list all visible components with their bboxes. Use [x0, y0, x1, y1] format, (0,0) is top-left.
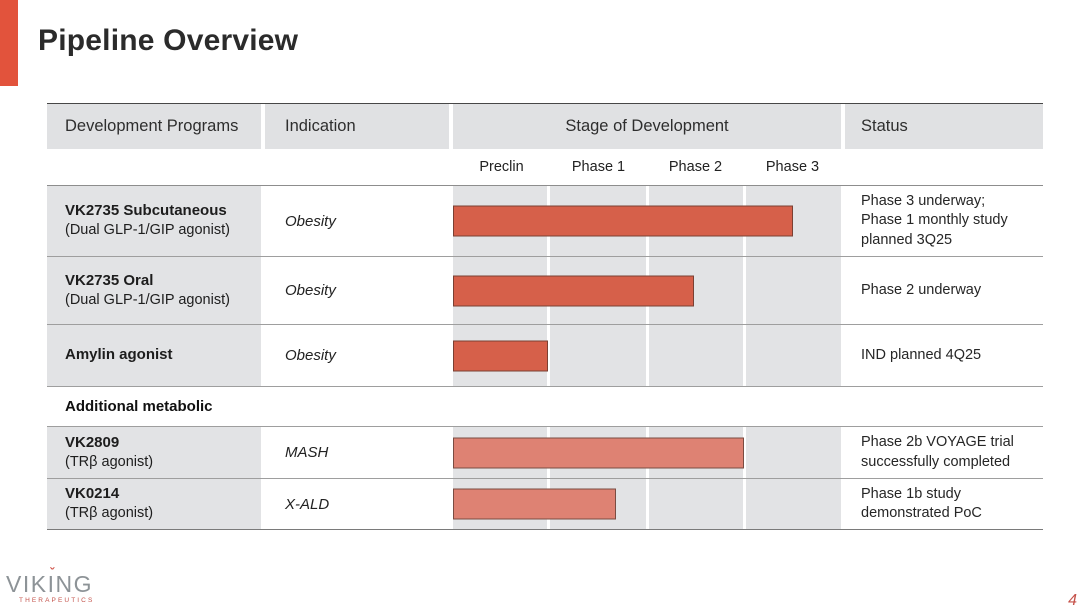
indication-cell: MASH [265, 427, 449, 478]
indication-value: Obesity [285, 282, 336, 299]
stage-progress-bar [453, 205, 793, 237]
table-row: Amylin agonist Obesity IND planned 4Q25 [47, 325, 1043, 386]
program-detail: (Dual GLP-1/GIP agonist) [65, 222, 230, 239]
stage-divider [547, 325, 551, 386]
program-detail: (TRβ agonist) [65, 453, 154, 470]
stage-divider [646, 479, 649, 529]
stage-divider [743, 427, 746, 478]
row-divider [47, 185, 1043, 186]
row-divider [47, 256, 1043, 257]
stage-cell [453, 186, 841, 256]
indication-value: Obesity [285, 347, 336, 364]
indication-value: MASH [285, 444, 329, 461]
program-cell: VK2735 Subcutaneous (Dual GLP-1/GIP agon… [47, 186, 261, 256]
stage-divider [743, 479, 746, 529]
stage-divider [646, 325, 649, 386]
row-divider [47, 386, 1043, 387]
status-cell: Phase 1b study demonstrated PoC [845, 479, 1043, 529]
logo-horns-icon: ˇ [50, 564, 56, 580]
indication-cell: Obesity [265, 257, 449, 324]
stage-progress-bar [453, 437, 744, 468]
status-text: Phase 1b study demonstrated PoC [861, 485, 982, 521]
stage-progress-bar [453, 275, 694, 306]
program-name: VK2735 Subcutaneous [65, 202, 227, 220]
row-divider [47, 478, 1043, 479]
status-text: Phase 2 underway [861, 281, 982, 298]
table-row: VK2809 (TRβ agonist) MASH Phase 2b VOYAG… [47, 427, 1043, 478]
table-bottom-border [47, 529, 1043, 530]
stage-progress-bar [453, 488, 616, 520]
indication-cell: Obesity [265, 325, 449, 386]
status-text: Phase 3 underway; Phase 1 monthly study … [861, 193, 1008, 248]
phase-labels: Preclin Phase 1 Phase 2 Phase 3 [453, 149, 841, 185]
program-cell: Amylin agonist [47, 325, 261, 386]
status-cell: Phase 2 underway [845, 257, 1043, 324]
slide-page-number: 4 [1068, 592, 1077, 609]
logo-brand-text: VIKING [6, 570, 93, 597]
phase-label-preclin: Preclin [479, 159, 524, 175]
status-cell: IND planned 4Q25 [845, 325, 1043, 386]
phase-subheader-row: Preclin Phase 1 Phase 2 Phase 3 [47, 149, 1043, 185]
phase-label-phase1: Phase 1 [571, 159, 626, 175]
program-cell: VK2809 (TRβ agonist) [47, 427, 261, 478]
section-row: Additional metabolic [47, 387, 1043, 426]
status-text: IND planned 4Q25 [861, 346, 982, 363]
program-detail: (TRβ agonist) [65, 505, 154, 522]
program-detail: (Dual GLP-1/GIP agonist) [65, 291, 230, 308]
status-cell: Phase 3 underway; Phase 1 monthly study … [845, 186, 1043, 256]
phase-label-phase2: Phase 2 [668, 159, 723, 175]
stage-cell [453, 325, 841, 386]
row-divider [47, 324, 1043, 325]
program-name: Amylin agonist [65, 346, 173, 364]
status-text: Phase 2b VOYAGE trial successfully compl… [861, 434, 1014, 470]
logo-wordmark: VIKING ˇ [6, 566, 96, 597]
header-indication: Indication [265, 104, 449, 149]
program-name: VK2735 Oral [65, 271, 154, 289]
pipeline-table: Development Programs Indication Stage of… [47, 103, 1043, 530]
phase-label-phase3: Phase 3 [765, 159, 820, 175]
viking-therapeutics-logo: VIKING ˇ THERAPEUTICS [6, 566, 96, 605]
header-stage-of-development: Stage of Development [453, 104, 841, 149]
program-cell: VK0214 (TRβ agonist) [47, 479, 261, 529]
section-label: Additional metabolic [65, 398, 213, 415]
program-name: VK0214 [65, 485, 120, 503]
table-header-row: Development Programs Indication Stage of… [47, 104, 1043, 149]
page-title: Pipeline Overview [38, 24, 299, 57]
status-cell: Phase 2b VOYAGE trial successfully compl… [845, 427, 1043, 478]
logo-tagline: THERAPEUTICS [19, 596, 95, 604]
table-row: VK2735 Oral (Dual GLP-1/GIP agonist) Obe… [47, 257, 1043, 324]
stage-divider [743, 325, 746, 386]
indication-cell: X-ALD [265, 479, 449, 529]
header-status: Status [845, 104, 1043, 149]
stage-cell [453, 257, 841, 324]
table-row: VK0214 (TRβ agonist) X-ALD Phase 1b stud… [47, 479, 1043, 529]
program-cell: VK2735 Oral (Dual GLP-1/GIP agonist) [47, 257, 261, 324]
stage-cell [453, 427, 841, 478]
indication-value: X-ALD [285, 495, 330, 513]
title-accent-bar [0, 0, 18, 86]
table-row: VK2735 Subcutaneous (Dual GLP-1/GIP agon… [47, 186, 1043, 256]
stage-progress-bar [453, 340, 549, 371]
header-development-programs: Development Programs [47, 104, 261, 149]
indication-value: Obesity [285, 212, 336, 230]
table-top-border [47, 103, 1043, 104]
indication-cell: Obesity [265, 186, 449, 256]
stage-cell [453, 479, 841, 529]
row-divider [47, 426, 1043, 427]
stage-divider [743, 257, 746, 324]
subheader-spacer [47, 149, 453, 185]
program-name: VK2809 [65, 433, 120, 451]
